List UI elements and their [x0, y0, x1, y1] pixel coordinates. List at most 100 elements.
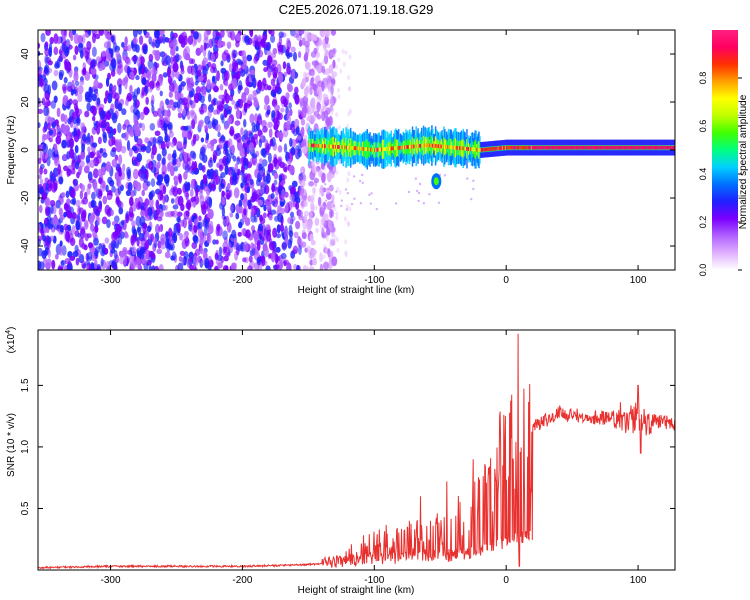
heatmap-cell — [589, 145, 592, 150]
heatmap-speckle — [251, 153, 258, 159]
heatmap-cell — [588, 145, 590, 150]
heatmap-speckle — [308, 265, 315, 270]
heatmap-speckle — [112, 84, 117, 92]
heatmap-cell — [366, 147, 369, 152]
heatmap-speckle — [47, 236, 52, 244]
heatmap-speckle — [94, 225, 99, 233]
heatmap-cell — [625, 145, 628, 150]
heatmap-speckle — [135, 215, 142, 227]
heatmap-speckle — [314, 217, 320, 226]
heatmap-speckle — [54, 145, 58, 155]
heatmap-speckle — [185, 201, 191, 210]
heatmap-cell — [351, 146, 354, 150]
heatmap-speckle — [228, 189, 233, 198]
heatmap-speckle — [249, 113, 255, 124]
heatmap-speckle — [147, 140, 153, 147]
heatmap-speckle — [223, 103, 229, 110]
heatmap-cell — [415, 144, 417, 149]
heatmap-speckle — [59, 224, 64, 233]
heatmap-speckle — [154, 130, 161, 137]
heatmap-speckle — [187, 35, 194, 46]
heatmap-speckle — [136, 56, 142, 68]
heatmap-speckle — [329, 251, 333, 257]
heatmap-cell — [480, 148, 482, 152]
heatmap-speckle — [87, 242, 94, 249]
heatmap-speckle — [303, 71, 307, 80]
heatmap-speckle — [103, 97, 108, 104]
heatmap-speckle — [210, 183, 215, 190]
heatmap-speckle — [213, 75, 217, 85]
heatmap-speckle — [93, 205, 100, 216]
heatmap-cell — [369, 147, 371, 152]
heatmap-speckle — [196, 69, 202, 77]
heatmap-speckle — [210, 143, 214, 152]
heatmap-speckle — [324, 30, 330, 38]
heatmap-cell — [487, 147, 489, 152]
heatmap-cell — [553, 145, 555, 150]
heatmap-speckle — [335, 112, 339, 118]
heatmap-speckle — [138, 35, 144, 46]
heatmap-speckle — [166, 66, 171, 78]
heatmap-speckle — [263, 204, 267, 212]
heatmap-speckle — [67, 117, 72, 125]
heatmap-speckle — [330, 84, 334, 96]
heatmap-cell — [575, 145, 577, 150]
heatmap-speckle — [181, 128, 188, 140]
heatmap-cell — [471, 147, 474, 152]
heatmap-speckle — [114, 98, 119, 110]
heatmap-cell — [326, 144, 329, 149]
heatmap-speckle — [226, 153, 232, 164]
heatmap-speckle — [38, 186, 44, 195]
heatmap-cell — [564, 145, 566, 150]
heatmap-cell — [401, 145, 404, 150]
heatmap-speckle — [303, 264, 307, 270]
heatmap-cell — [395, 146, 397, 151]
heatmap-speckle — [229, 204, 234, 213]
heatmap-speckle — [311, 207, 315, 213]
heatmap-speckle — [166, 140, 172, 147]
heatmap-speckle — [242, 197, 248, 208]
heatmap-speckle — [274, 104, 281, 111]
heatmap-cell — [328, 144, 331, 149]
heatmap-speckle — [125, 189, 132, 197]
heatmap-speckle — [77, 84, 84, 94]
heatmap-speckle — [57, 163, 61, 175]
heatmap-speckle — [331, 78, 336, 86]
heatmap-speckle — [345, 204, 349, 210]
heatmap-cell — [541, 145, 543, 150]
heatmap-speckle — [277, 145, 283, 153]
heatmap-speckle — [226, 242, 232, 251]
heatmap-speckle — [252, 78, 257, 89]
heatmap-speckle — [248, 76, 252, 83]
heatmap-speckle — [219, 83, 224, 91]
colorbar-tick-label: 0.0 — [698, 264, 708, 277]
heatmap-speckle — [298, 244, 302, 256]
heatmap-speckle — [212, 30, 216, 40]
heatmap-speckle — [319, 187, 323, 193]
heatmap-speckle — [153, 214, 158, 221]
heatmap-cell — [652, 145, 655, 150]
heatmap-cell — [473, 147, 476, 152]
heatmap-speckle — [322, 261, 329, 270]
heatmap-cell — [367, 147, 369, 152]
heatmap-speckle — [184, 230, 190, 237]
heatmap-speckle — [235, 100, 240, 108]
heatmap-cell — [315, 143, 318, 148]
heatmap-speckle — [99, 109, 106, 120]
heatmap-speckle — [141, 77, 147, 86]
heatmap-cell — [527, 145, 529, 150]
heatmap-speckle — [346, 192, 350, 195]
heatmap-speckle — [243, 208, 247, 216]
heatmap-cell — [595, 145, 597, 150]
x-tick-label: 100 — [630, 275, 647, 286]
heatmap-speckle — [148, 87, 153, 93]
heatmap-cell — [348, 145, 351, 150]
heatmap-speckle — [178, 173, 183, 184]
heatmap-speckle — [131, 220, 136, 228]
heatmap-cell — [374, 148, 377, 152]
heatmap-speckle — [320, 206, 324, 212]
heatmap-speckle — [335, 215, 339, 221]
heatmap-speckle — [140, 209, 146, 217]
heatmap-cell — [309, 143, 311, 148]
heatmap-speckle — [164, 239, 169, 249]
